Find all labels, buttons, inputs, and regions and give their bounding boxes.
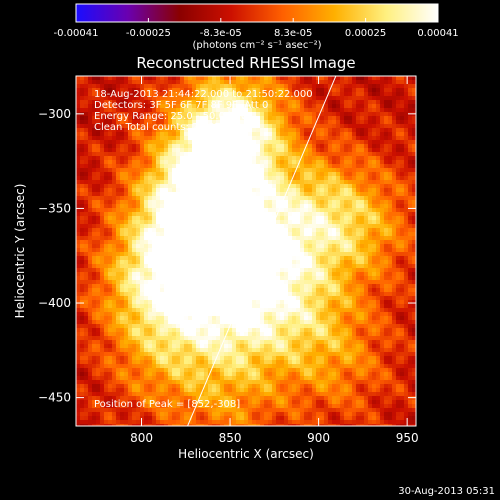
- info-line-detectors: Detectors: 3F 5F 6F 7F 8F 9F, Att 0: [94, 100, 268, 111]
- info-line-energy: Energy Range: 25.0 - 50.0 keV: [94, 111, 247, 122]
- x-tick-label: 800: [130, 431, 153, 445]
- colorbar-tick-label: -0.00025: [126, 28, 171, 39]
- info-text: 18-Aug-2013 21:44:22.000 to 21:50:22.000…: [94, 89, 313, 133]
- info-line-clean: Clean Total counts: 2.28E+04: [94, 122, 242, 133]
- footer-timestamp: 30-Aug-2013 05:31: [398, 486, 495, 497]
- colorbar-units-label: (photons cm⁻² s⁻¹ asec⁻²): [192, 40, 321, 51]
- y-tick-label: −400: [38, 296, 71, 310]
- chart-title: Reconstructed RHESSI Image: [136, 54, 355, 72]
- colorbar: -0.00041 -0.00025 -8.3e-05 8.3e-05 0.00025 0.…: [54, 3, 459, 51]
- colorbar-tick-label: -0.00041: [54, 28, 99, 39]
- y-tick-label: −350: [38, 201, 71, 215]
- info-line-time: 18-Aug-2013 21:44:22.000 to 21:50:22.000: [94, 89, 313, 100]
- plot-frame: [75, 75, 417, 427]
- y-tick-label: −300: [38, 107, 71, 121]
- colorbar-ticks: -0.00041 -0.00025 -8.3e-05 8.3e-05 0.00025 0.…: [54, 18, 459, 39]
- plot-area: 800 850 900 950 −300 −350 −400 −450 18-Aug-2013…: [38, 75, 419, 445]
- colorbar-gradient: [75, 3, 439, 23]
- x-tick-label: 950: [396, 431, 419, 445]
- solar-limb-line: [187, 76, 337, 426]
- y-axis-label: Heliocentric Y (arcsec): [13, 184, 27, 319]
- heatmap-cells: [76, 76, 416, 426]
- peak-position-label: Position of Peak = [852,-308]: [94, 399, 240, 410]
- colorbar-tick-label: 0.00025: [345, 28, 386, 39]
- colorbar-tick-label: 0.00041: [417, 28, 458, 39]
- y-tick-label: −450: [38, 391, 71, 405]
- x-tick-label: 900: [307, 431, 330, 445]
- axis-ticks: 800 850 900 950 −300 −350 −400 −450: [38, 76, 419, 445]
- x-axis-label: Heliocentric X (arcsec): [178, 447, 314, 461]
- colorbar-tick-label: -8.3e-05: [200, 28, 242, 39]
- colorbar-tick-label: 8.3e-05: [274, 28, 312, 39]
- x-tick-label: 850: [219, 431, 242, 445]
